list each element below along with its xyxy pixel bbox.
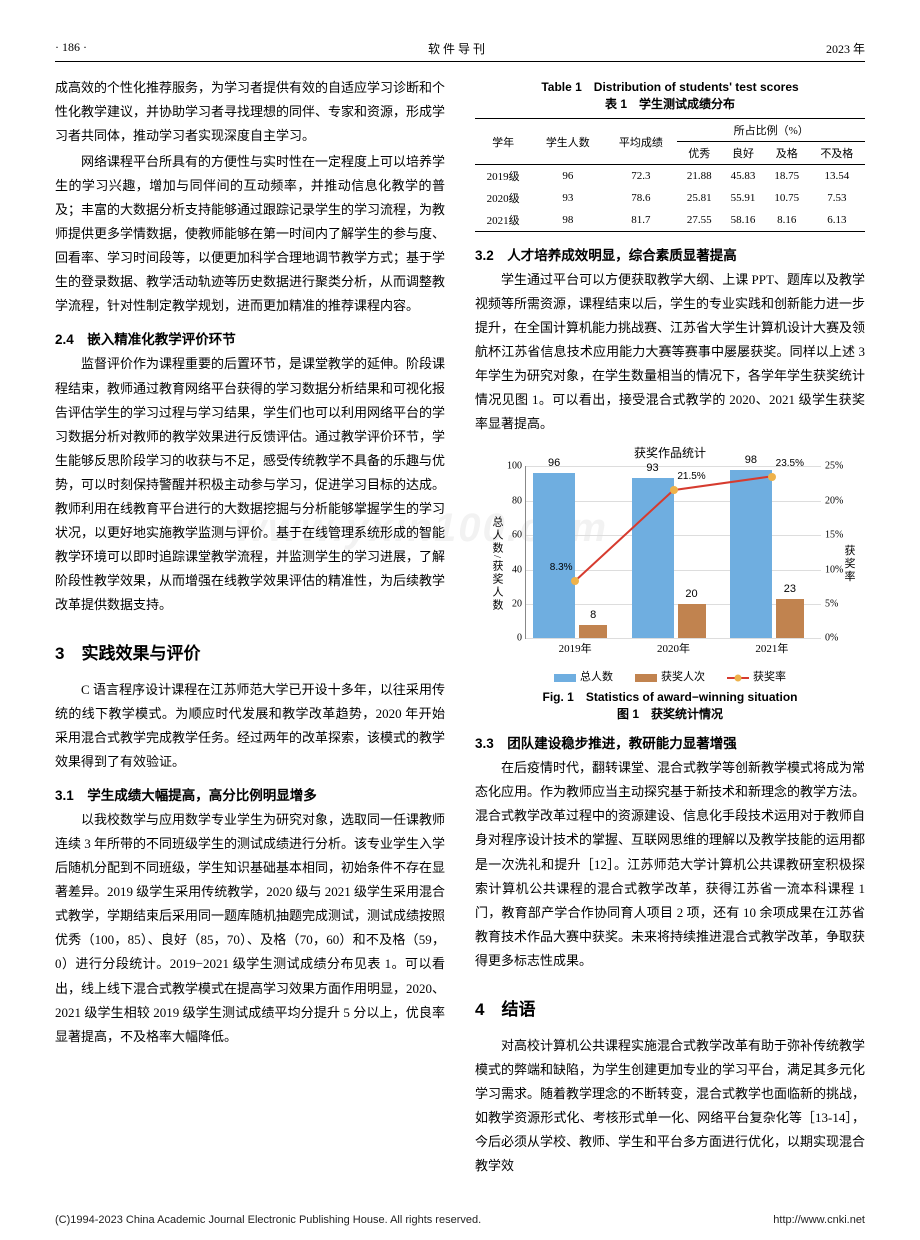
paragraph: 对高校计算机公共课程实施混合式教学改革有助于弥补传统教学模式的弊端和缺陷，为学生… — [475, 1034, 865, 1178]
table-cell: 6.13 — [809, 209, 865, 232]
legend-award: 获奖人次 — [635, 668, 705, 684]
heading-2-4: 2.4 嵌入精准化教学评价环节 — [55, 328, 445, 348]
th-good: 良好 — [721, 142, 765, 165]
fig1-title-cn: 图 1 获奖统计情况 — [475, 705, 865, 722]
score-table: 学年 学生人数 平均成绩 所占比例（%） 优秀 良好 及格 不及格 2019级 … — [475, 118, 865, 232]
award-chart: 获奖作品统计 总人数/获奖人数 获奖率 0204060801000%5%10%1… — [475, 444, 865, 684]
table-cell: 72.3 — [604, 165, 677, 188]
table-cell: 27.55 — [677, 209, 721, 232]
left-column: www.yxin100.com 成高效的个性化推荐服务，为学习者提供有效的自适应… — [55, 76, 445, 1180]
table-cell: 18.75 — [765, 165, 809, 188]
th-count: 学生人数 — [531, 119, 604, 165]
table-cell: 93 — [531, 187, 604, 209]
table-cell: 78.6 — [604, 187, 677, 209]
heading-3-3: 3.3 团队建设稳步推进，教研能力显著增强 — [475, 732, 865, 752]
table-cell: 2019级 — [475, 165, 531, 188]
publish-year: 2023 年 — [826, 40, 865, 57]
table1-title-cn: 表 1 学生测试成绩分布 — [475, 95, 865, 112]
page-header: · 186 · 软 件 导 刊 2023 年 — [55, 40, 865, 62]
paragraph: 网络课程平台所具有的方便性与实时性在一定程度上可以培养学生的学习兴趣，增加与同伴… — [55, 150, 445, 318]
heading-4: 4 结语 — [475, 995, 865, 1020]
table-cell: 7.53 — [809, 187, 865, 209]
heading-3-1: 3.1 学生成绩大幅提高，高分比例明显增多 — [55, 784, 445, 804]
paragraph: 在后疫情时代，翻转课堂、混合式教学等创新教学模式将成为常态化应用。作为教师应当主… — [475, 756, 865, 972]
paragraph: 监督评价作为课程重要的后置环节，是课堂教学的延伸。阶段课程结束，教师通过教育网络… — [55, 352, 445, 617]
heading-3-2: 3.2 人才培养成效明显，综合素质显著提高 — [475, 244, 865, 264]
paragraph: 成高效的个性化推荐服务，为学习者提供有效的自适应学习诊断和个性化教学建议，并协助… — [55, 76, 445, 148]
table-cell: 45.83 — [721, 165, 765, 188]
table-cell: 55.91 — [721, 187, 765, 209]
th-year: 学年 — [475, 119, 531, 165]
table-cell: 10.75 — [765, 187, 809, 209]
table-cell: 8.16 — [765, 209, 809, 232]
chart-legend: 总人数 获奖人次 获奖率 — [475, 668, 865, 684]
journal-name: 软 件 导 刊 — [428, 40, 485, 57]
page-footer: (C)1994-2023 China Academic Journal Elec… — [0, 1210, 920, 1238]
th-avg: 平均成绩 — [604, 119, 677, 165]
legend-rate: 获奖率 — [727, 668, 786, 684]
table-cell: 58.16 — [721, 209, 765, 232]
table-cell: 98 — [531, 209, 604, 232]
heading-3: 3 实践效果与评价 — [55, 639, 445, 664]
paragraph: 以我校数学与应用数学专业学生为研究对象，选取同一任课教师连续 3 年所带的不同班… — [55, 808, 445, 1048]
table-cell: 2020级 — [475, 187, 531, 209]
table-cell: 2021级 — [475, 209, 531, 232]
table-cell: 21.88 — [677, 165, 721, 188]
footer-url: http://www.cnki.net — [773, 1214, 865, 1226]
th-fail: 不及格 — [809, 142, 865, 165]
th-excellent: 优秀 — [677, 142, 721, 165]
table-cell: 25.81 — [677, 187, 721, 209]
table-cell: 13.54 — [809, 165, 865, 188]
th-pass: 及格 — [765, 142, 809, 165]
page-number: · 186 · — [55, 40, 87, 57]
table-cell: 81.7 — [604, 209, 677, 232]
plot-area: 0204060801000%5%10%15%20%25%9682019年9320… — [525, 466, 821, 639]
paragraph: C 语言程序设计课程在江苏师范大学已开设十多年，以往采用传统的线下教学模式。为顺… — [55, 678, 445, 774]
right-column: Table 1 Distribution of students' test s… — [475, 76, 865, 1180]
fig1-title-en: Fig. 1 Statistics of award−winning situa… — [475, 688, 865, 705]
footer-copyright: (C)1994-2023 China Academic Journal Elec… — [55, 1214, 481, 1226]
legend-total: 总人数 — [554, 668, 613, 684]
table-cell: 96 — [531, 165, 604, 188]
table1-title-en: Table 1 Distribution of students' test s… — [475, 78, 865, 95]
th-ratio: 所占比例（%） — [677, 119, 865, 142]
paragraph: 学生通过平台可以方便获取教学大纲、上课 PPT、题库以及教学视频等所需资源，课程… — [475, 268, 865, 436]
